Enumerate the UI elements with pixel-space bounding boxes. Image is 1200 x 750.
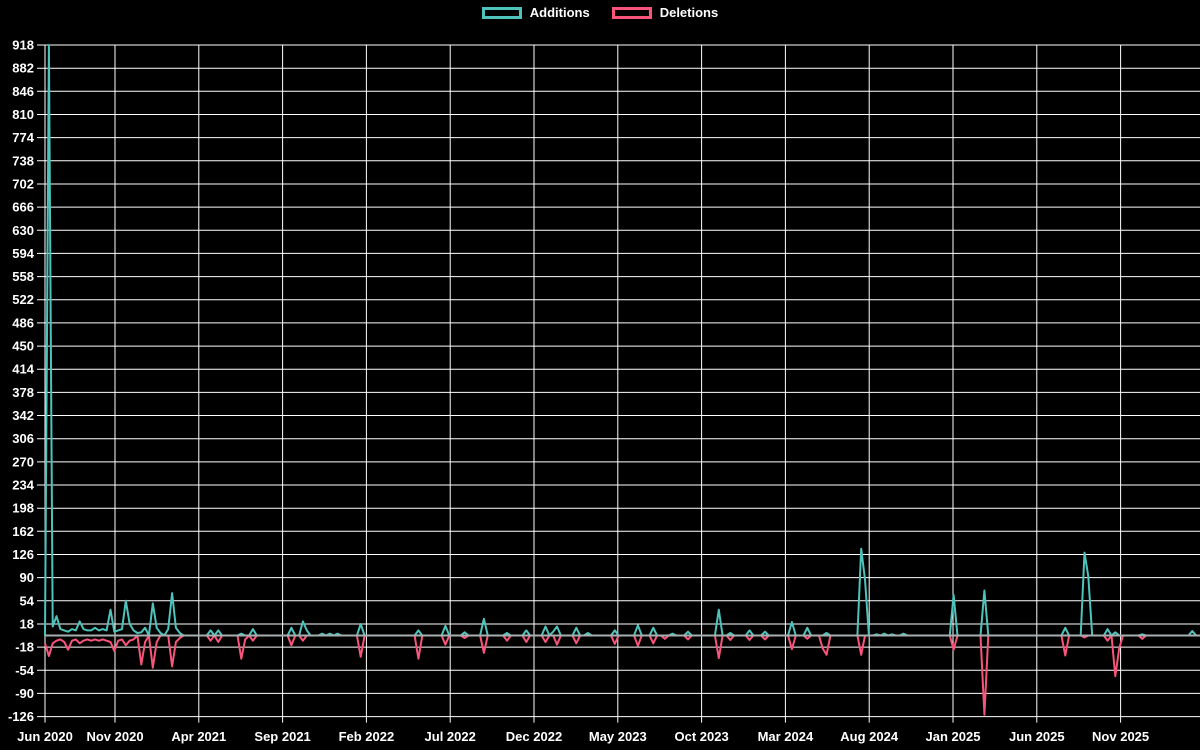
legend-label-additions: Additions (529, 5, 590, 20)
x-tick-label: Dec 2022 (506, 729, 562, 744)
y-tick-label: -90 (15, 686, 34, 701)
x-tick-label: May 2023 (589, 729, 647, 744)
y-tick-label: 810 (12, 107, 34, 122)
x-tick-label: Nov 2020 (86, 729, 143, 744)
legend-item-deletions[interactable]: Deletions (611, 5, 719, 20)
additions-swatch-icon (481, 6, 522, 19)
y-tick-label: 234 (12, 478, 34, 493)
y-tick-label: 486 (12, 315, 34, 330)
y-tick-label: 126 (12, 547, 34, 562)
y-tick-label: 630 (12, 223, 34, 238)
x-tick-label: Feb 2022 (339, 729, 395, 744)
y-tick-label: 450 (12, 339, 34, 354)
x-tick-label: Nov 2025 (1092, 729, 1149, 744)
y-tick-label: 90 (20, 570, 34, 585)
x-tick-label: Mar 2024 (758, 729, 814, 744)
y-tick-label: 558 (12, 269, 34, 284)
y-tick-label: 918 (12, 38, 34, 53)
y-tick-label: 702 (12, 177, 34, 192)
y-tick-label: -54 (15, 663, 35, 678)
x-tick-label: Apr 2021 (171, 729, 226, 744)
y-tick-label: 270 (12, 454, 34, 469)
y-tick-label: 378 (12, 385, 34, 400)
y-tick-label: -18 (15, 640, 34, 655)
y-tick-label: -126 (8, 709, 34, 724)
y-tick-label: 594 (12, 246, 34, 261)
x-tick-label: Aug 2024 (840, 729, 899, 744)
x-tick-label: Jan 2025 (926, 729, 981, 744)
x-tick-label: Oct 2023 (674, 729, 728, 744)
y-tick-label: 774 (12, 130, 34, 145)
legend-label-deletions: Deletions (659, 5, 719, 20)
y-tick-label: 738 (12, 153, 34, 168)
x-tick-label: Jun 2020 (17, 729, 73, 744)
y-tick-label: 18 (20, 617, 34, 632)
additions-line (44, 44, 1197, 637)
y-tick-label: 522 (12, 292, 34, 307)
chart-legend: Additions Deletions (0, 6, 1200, 19)
y-tick-label: 342 (12, 408, 34, 423)
y-tick-label: 882 (12, 61, 34, 76)
legend-item-additions[interactable]: Additions (481, 5, 590, 20)
y-tick-label: 414 (12, 362, 34, 377)
x-tick-label: Jun 2025 (1009, 729, 1065, 744)
y-tick-label: 162 (12, 524, 34, 539)
x-tick-label: Sep 2021 (254, 729, 310, 744)
deletions-swatch-icon (611, 6, 652, 19)
y-tick-label: 846 (12, 84, 34, 99)
y-tick-label: 54 (20, 593, 35, 608)
y-tick-label: 666 (12, 200, 34, 215)
y-tick-label: 306 (12, 431, 34, 446)
x-tick-label: Jul 2022 (425, 729, 476, 744)
y-tick-label: 198 (12, 501, 34, 516)
